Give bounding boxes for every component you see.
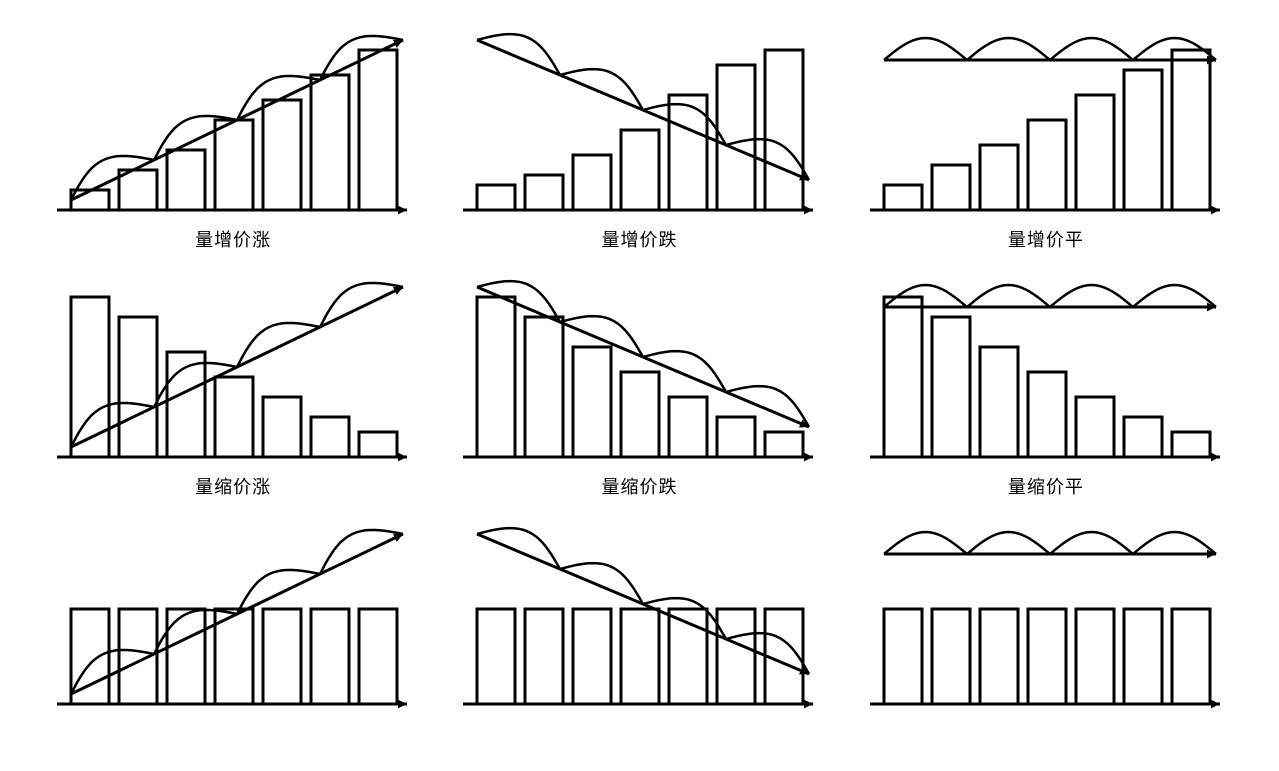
bar: [311, 417, 349, 457]
bar: [477, 297, 515, 457]
bar: [932, 317, 970, 457]
bar: [1172, 432, 1210, 457]
panel-2-label: 量增价跌: [601, 226, 677, 252]
bar: [765, 50, 803, 210]
panel-2: 量增价跌: [446, 20, 832, 257]
panel-4: 量缩价涨: [40, 267, 426, 504]
bar: [359, 432, 397, 457]
bar: [621, 130, 659, 210]
bar: [119, 317, 157, 457]
bar: [932, 609, 970, 704]
bar: [525, 609, 563, 704]
bar: [167, 150, 205, 210]
panel-5-label: 量缩价跌: [601, 473, 677, 499]
bar: [311, 609, 349, 704]
bar: [717, 417, 755, 457]
bar: [573, 347, 611, 457]
bar: [1124, 609, 1162, 704]
arrowhead-icon: [1211, 206, 1220, 215]
bar: [980, 145, 1018, 210]
bar: [1172, 50, 1210, 210]
bar: [215, 120, 253, 210]
chart-svg: [53, 267, 413, 467]
chart-svg: [53, 514, 413, 714]
chart-svg: [866, 267, 1226, 467]
bar: [573, 609, 611, 704]
panel-6: 量缩价平: [853, 267, 1239, 504]
panel-7: [40, 514, 426, 751]
bar: [1028, 120, 1066, 210]
chart-svg: [459, 20, 819, 220]
bar: [215, 377, 253, 457]
panel-3-label: 量增价平: [1008, 226, 1084, 252]
bar: [765, 432, 803, 457]
chart-svg: [866, 20, 1226, 220]
bar: [263, 397, 301, 457]
bar: [884, 609, 922, 704]
price-wave: [884, 285, 1216, 307]
arrowhead-icon: [804, 206, 813, 215]
bar: [980, 347, 1018, 457]
bar: [717, 609, 755, 704]
price-wave: [884, 532, 1216, 554]
bar: [477, 609, 515, 704]
bar: [71, 190, 109, 210]
price-wave: [884, 38, 1216, 60]
bar: [573, 155, 611, 210]
panel-9: [853, 514, 1239, 751]
arrowhead-icon: [1211, 700, 1220, 709]
bar: [1124, 70, 1162, 210]
panel-6-label: 量缩价平: [1008, 473, 1084, 499]
bar: [525, 175, 563, 210]
bar: [1076, 397, 1114, 457]
panel-8: [446, 514, 832, 751]
bar: [621, 372, 659, 457]
arrowhead-icon: [398, 700, 407, 709]
arrowhead-icon: [1211, 453, 1220, 462]
bar: [359, 609, 397, 704]
chart-svg: [866, 514, 1226, 714]
bar: [359, 50, 397, 210]
chart-svg: [459, 267, 819, 467]
panel-1-label: 量增价涨: [195, 226, 271, 252]
panel-5: 量缩价跌: [446, 267, 832, 504]
chart-svg: [53, 20, 413, 220]
chart-svg: [459, 514, 819, 714]
bar: [263, 100, 301, 210]
bar: [884, 297, 922, 457]
bar: [669, 397, 707, 457]
bar: [621, 609, 659, 704]
bar: [311, 75, 349, 210]
bar: [525, 317, 563, 457]
panel-4-label: 量缩价涨: [195, 473, 271, 499]
bar: [1076, 95, 1114, 210]
arrowhead-icon: [398, 206, 407, 215]
bar: [263, 609, 301, 704]
bar: [932, 165, 970, 210]
arrowhead-icon: [398, 453, 407, 462]
bar: [1172, 609, 1210, 704]
bar: [1076, 609, 1114, 704]
panel-1: 量增价涨: [40, 20, 426, 257]
bar: [884, 185, 922, 210]
bar: [119, 170, 157, 210]
bar: [477, 185, 515, 210]
arrowhead-icon: [804, 453, 813, 462]
chart-grid: 量增价涨 量增价跌 量增价平 量缩价涨 量缩价跌 量缩价平: [0, 0, 1279, 771]
panel-3: 量增价平: [853, 20, 1239, 257]
bar: [1124, 417, 1162, 457]
bar: [980, 609, 1018, 704]
bar: [1028, 609, 1066, 704]
bar: [1028, 372, 1066, 457]
arrowhead-icon: [804, 700, 813, 709]
